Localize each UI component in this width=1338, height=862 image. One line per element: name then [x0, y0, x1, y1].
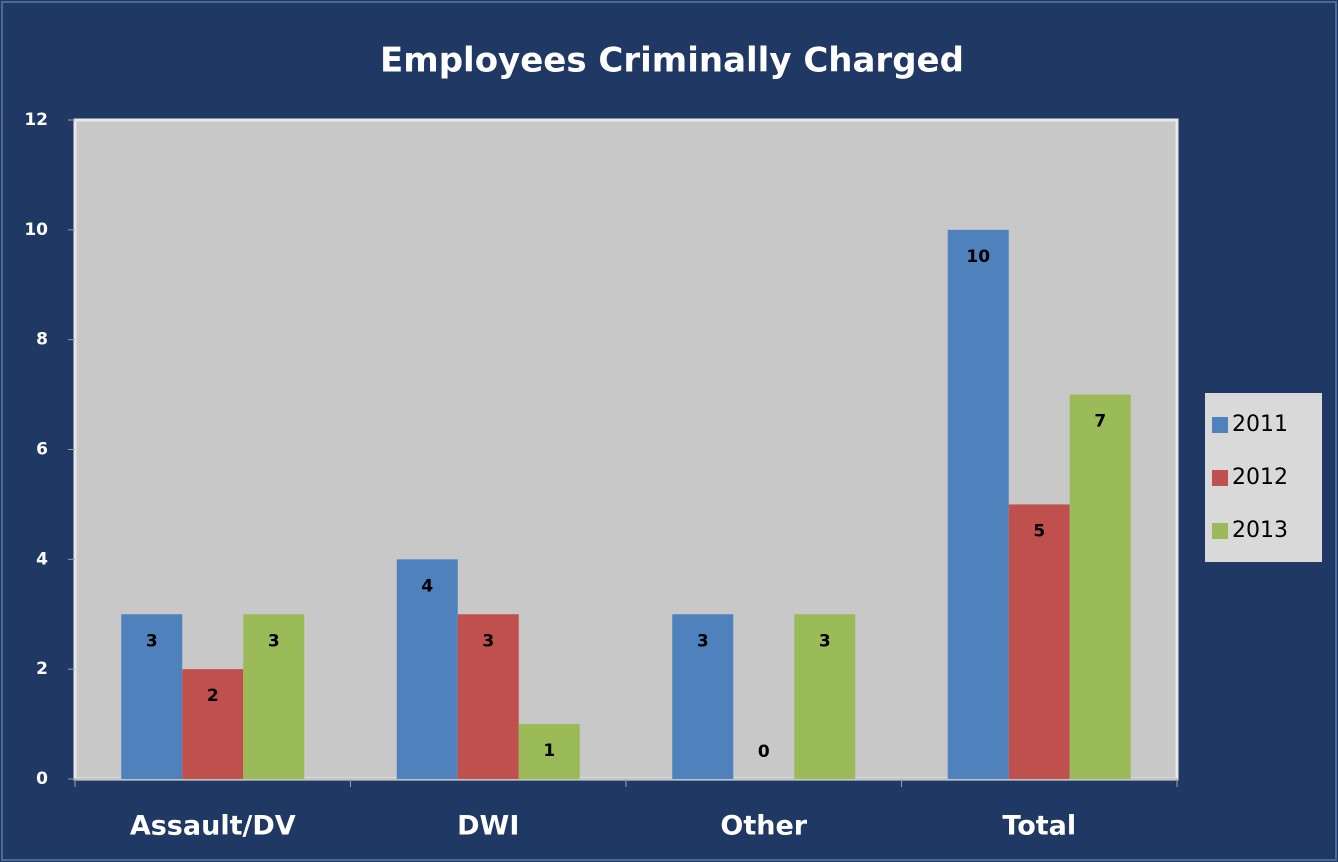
x-tick-label: Assault/DV [130, 811, 296, 842]
y-tick-label: 12 [24, 110, 48, 130]
y-tick-label: 6 [36, 440, 48, 460]
data-label: 3 [146, 631, 158, 651]
legend-label: 2013 [1232, 518, 1288, 543]
bar [947, 229, 1009, 780]
data-label: 1 [543, 741, 555, 761]
data-label: 4 [421, 576, 433, 596]
x-tick-label: Total [1002, 811, 1076, 842]
data-label: 3 [268, 631, 280, 651]
bar [243, 614, 305, 779]
bar [396, 559, 458, 779]
bar [518, 724, 580, 779]
legend-label: 2012 [1232, 465, 1288, 490]
y-tick-label: 4 [36, 549, 48, 569]
bar [457, 614, 519, 779]
legend-swatch [1212, 470, 1228, 486]
bar [1008, 504, 1070, 779]
data-label: 2 [207, 686, 219, 706]
data-label: 3 [819, 631, 831, 651]
legend-swatch [1212, 417, 1228, 433]
legend-swatch [1212, 523, 1228, 539]
bar [182, 669, 244, 779]
bar [794, 614, 856, 779]
bar [121, 614, 183, 779]
legend-label: 2011 [1232, 412, 1288, 437]
bar [672, 614, 734, 779]
data-label: 3 [482, 631, 494, 651]
data-label: 10 [966, 247, 990, 267]
x-tick-label: DWI [457, 811, 519, 842]
y-tick-label: 8 [36, 330, 48, 350]
y-tick-label: 0 [36, 769, 48, 789]
data-label: 3 [697, 631, 709, 651]
data-label: 0 [758, 742, 770, 762]
y-tick-label: 10 [24, 220, 48, 240]
data-label: 5 [1033, 521, 1045, 541]
x-tick-label: Other [720, 811, 807, 842]
y-tick-label: 2 [36, 659, 48, 679]
data-label: 7 [1094, 412, 1106, 432]
bar [1069, 394, 1131, 779]
chart-title: Employees Criminally Charged [380, 41, 964, 81]
